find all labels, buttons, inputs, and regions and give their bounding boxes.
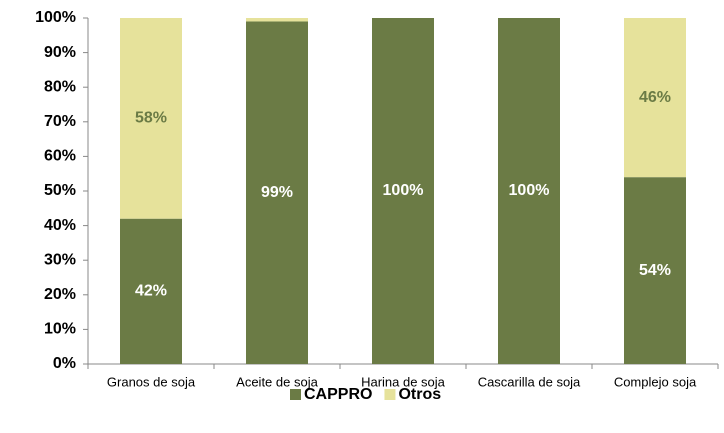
data-label: 46% — [639, 89, 671, 106]
y-tick-label: 60% — [44, 148, 76, 165]
bar-segment — [120, 218, 182, 364]
bar-segment — [624, 18, 686, 178]
legend-label: Otros — [398, 386, 441, 403]
y-tick-label: 80% — [44, 78, 76, 95]
legend-label: CAPPRO — [304, 386, 372, 403]
legend-swatch — [384, 389, 396, 400]
y-tick-label: 0% — [53, 355, 76, 372]
data-label: 99% — [261, 184, 293, 201]
x-tick-label: Harina de soja — [361, 374, 446, 389]
y-tick-label: 50% — [44, 182, 76, 199]
x-tick-label: Aceite de soja — [236, 374, 318, 389]
data-label: 100% — [383, 182, 424, 199]
x-tick-label: Granos de soja — [107, 374, 196, 389]
x-tick-label: Complejo soja — [614, 374, 697, 389]
bar-segment — [246, 21, 308, 365]
bar-segment — [372, 18, 434, 364]
bar-segment — [624, 177, 686, 364]
y-tick-label: 70% — [44, 113, 76, 130]
legend-swatch — [290, 389, 301, 400]
data-label: 54% — [639, 262, 671, 279]
bar-segment — [498, 18, 560, 364]
y-tick-label: 100% — [35, 9, 76, 26]
y-tick-label: 40% — [44, 217, 76, 234]
data-label: 42% — [135, 283, 167, 300]
x-tick-label: Cascarilla de soja — [478, 374, 581, 389]
bar-segment — [246, 18, 308, 22]
bar-segment — [120, 18, 182, 219]
data-label: 100% — [509, 182, 550, 199]
y-tick-label: 90% — [44, 44, 76, 61]
y-tick-label: 30% — [44, 251, 76, 268]
y-tick-label: 10% — [44, 321, 76, 338]
data-label: 58% — [135, 110, 167, 127]
y-tick-label: 20% — [44, 286, 76, 303]
